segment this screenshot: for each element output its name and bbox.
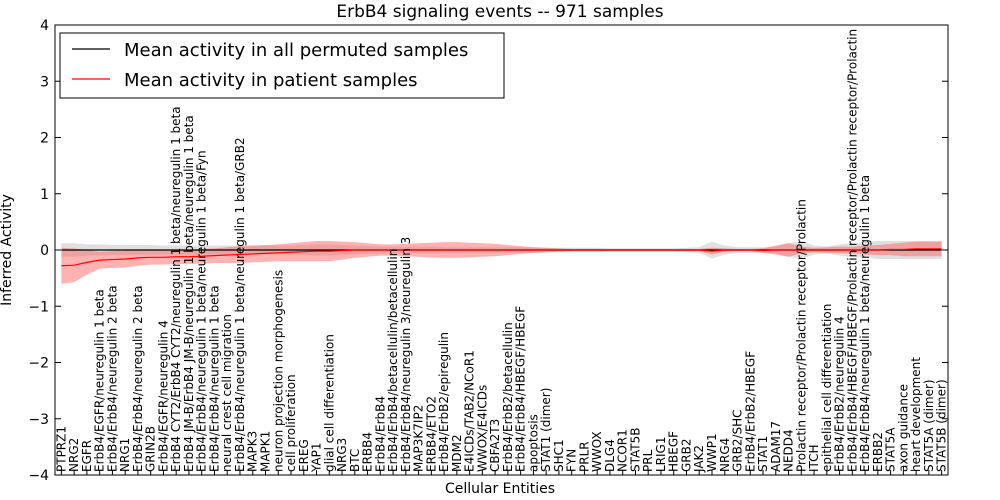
x-tick-label: STAT5B (dimer) xyxy=(935,379,949,472)
x-tick-label: YAP1 xyxy=(310,443,324,473)
y-tick-label: −4 xyxy=(28,468,49,484)
x-tick-label: EREG xyxy=(297,439,311,472)
x-tick-label: ErbB4/ErbB4/neuregulin 1 beta xyxy=(207,285,221,472)
x-tick-label: WWP1 xyxy=(705,433,719,472)
series-band-1 xyxy=(61,241,942,284)
x-tick-label: ADAM17 xyxy=(769,421,783,472)
x-tick-label: PRL xyxy=(641,449,655,472)
x-tick-label: ERBB4 xyxy=(361,432,375,472)
x-tick-label: DLG4 xyxy=(603,439,617,472)
x-tick-label: ErbB4/ErbB4/HBEGF/HBEGF xyxy=(514,306,528,472)
legend: Mean activity in all permuted samples Me… xyxy=(59,32,505,99)
x-tick-label: WWOX xyxy=(590,431,604,472)
x-axis-label: Cellular Entities xyxy=(445,481,555,497)
y-tick-label: 3 xyxy=(40,74,49,90)
x-tick-label: STAT1 (dimer) xyxy=(539,388,553,472)
x-tick-label: ErbB4/EGFR/neuregulin 1 beta xyxy=(93,289,107,472)
x-tick-label: GRB2/SHC xyxy=(731,409,745,472)
x-tick-label: MDM2 xyxy=(450,434,464,472)
y-tick-label: 0 xyxy=(40,243,49,259)
x-tick-label: ErbB4/ErbB4/neuregulin 2 beta xyxy=(105,285,119,472)
x-tick-label: glial cell differentiation xyxy=(322,334,336,472)
x-tick-label: BTC xyxy=(348,449,362,472)
x-tick-label: heart development xyxy=(909,357,923,472)
x-tick-label: PRLR xyxy=(577,441,591,472)
x-tick-label: NRG1 xyxy=(118,438,132,472)
x-tick-label: MAPK3 xyxy=(246,431,260,472)
x-tick-label: E4ICDs/TAB2/NCoR1 xyxy=(463,350,477,472)
chart-title: ErbB4 signaling events -- 971 samples xyxy=(336,2,663,22)
x-tick-label: Prolactin receptor/Prolactin receptor/Pr… xyxy=(794,199,808,472)
x-tick-label: ERBB2 xyxy=(871,432,885,472)
x-tick-label: GRB2 xyxy=(679,438,693,472)
y-tick-label: −2 xyxy=(28,356,49,372)
x-tick-label: ITCH xyxy=(807,444,821,472)
x-tick-label: STAT5A (dimer) xyxy=(922,379,936,472)
x-tick-label: ErbB4/ErbB4/betacellulin/betacellulin xyxy=(386,249,400,472)
x-tick-label: HBEGF xyxy=(667,431,681,472)
x-tick-label: FYN xyxy=(565,449,579,472)
y-axis-label: Inferred Activity xyxy=(0,194,15,306)
x-tick-label: WWOX/E4ICDs xyxy=(475,385,489,472)
series-line-1 xyxy=(61,248,942,267)
x-tick-label: ErbB4/ErbB4/neuregulin 3/neuregulin 3 xyxy=(399,237,413,472)
x-tick-label: neural crest cell migration xyxy=(220,314,234,472)
x-tick-label: GRIN2B xyxy=(144,426,158,472)
plot-area: −4−3−2−101234PTPRZ1NRG2EGFRErbB4/EGFR/ne… xyxy=(28,18,948,484)
x-tick-label: ErbB4 CYT2/ErbB4 CYT2/neuregulin 1 beta/… xyxy=(169,106,183,472)
y-tick-label: 1 xyxy=(40,187,49,203)
x-tick-label: epithelial cell differentiation xyxy=(820,304,834,472)
x-tick-label: ErbB4/ErbB4/HBEGF/HBEGF/Prolactin recept… xyxy=(845,29,859,472)
x-tick-label: ErbB4/ErbB2/neuregulin 4 xyxy=(833,316,847,472)
x-tick-label: STAT5B xyxy=(628,428,642,473)
x-tick-label: NRG4 xyxy=(718,438,732,472)
x-tick-label: STAT1 xyxy=(756,436,770,472)
x-tick-label: ErbB4/ErbB4/neuregulin 1 beta/neuregulin… xyxy=(858,175,872,472)
x-tick-label: MAPK1 xyxy=(258,431,272,472)
legend-label-permuted: Mean activity in all permuted samples xyxy=(124,40,468,61)
x-tick-label: JAK2 xyxy=(692,445,706,473)
y-tick-label: 2 xyxy=(40,131,49,147)
legend-box xyxy=(59,32,505,99)
legend-label-patient: Mean activity in patient samples xyxy=(124,70,418,91)
x-tick-label: STAT5A xyxy=(884,427,898,472)
x-tick-label: axon guidance xyxy=(896,384,910,472)
x-tick-label: ErbB4 JM-B/ErbB4 JM-B/neuregulin 1 beta/… xyxy=(182,115,196,472)
x-tick-label: ErbB4/ErbB2/HBEGF xyxy=(743,351,757,472)
x-tick-label: ErbB4/ErbB2/betacellulin xyxy=(501,322,515,472)
y-tick-label: 4 xyxy=(40,18,49,34)
x-tick-label: PTPRZ1 xyxy=(54,426,68,472)
y-tick-label: −1 xyxy=(28,299,49,315)
x-tick-label: NEDD4 xyxy=(782,429,796,472)
x-tick-label: neuron projection morphogenesis xyxy=(271,270,285,472)
y-tick-label: −3 xyxy=(28,412,49,428)
x-tick-label: ErbB4/ErbB2/epiregulin xyxy=(437,332,451,472)
x-tick-label: EGFR xyxy=(80,440,94,472)
x-tick-label: NCOR1 xyxy=(616,429,630,472)
x-tick-label: ErbB4/ErbB4 xyxy=(373,396,387,472)
x-tick-label: ERBB4/ETO2 xyxy=(424,396,438,472)
x-tick-label: CBFA2T3 xyxy=(488,419,502,472)
x-tick-label: cell proliferation xyxy=(284,374,298,472)
x-tick-label: apoptosis xyxy=(526,414,540,472)
x-tick-label: ErbB4/ErbB4/neuregulin 1 beta/neuregulin… xyxy=(195,150,209,472)
x-tick-label: ErbB4/EGFR/neuregulin 4 xyxy=(156,320,170,472)
x-tick-label: ErbB4/ErbB4/neuregulin 2 beta xyxy=(131,285,145,472)
x-tick-label: NRG2 xyxy=(67,438,81,472)
x-tick-label: MAP3K7IP2 xyxy=(412,405,426,472)
x-tick-label: NRG3 xyxy=(335,438,349,472)
x-tick-label: ErbB4/ErbB4/neuregulin 1 beta/neuregulin… xyxy=(233,137,247,472)
x-tick-label: SHC1 xyxy=(552,439,566,472)
x-tick-label: LRIG1 xyxy=(654,437,668,473)
